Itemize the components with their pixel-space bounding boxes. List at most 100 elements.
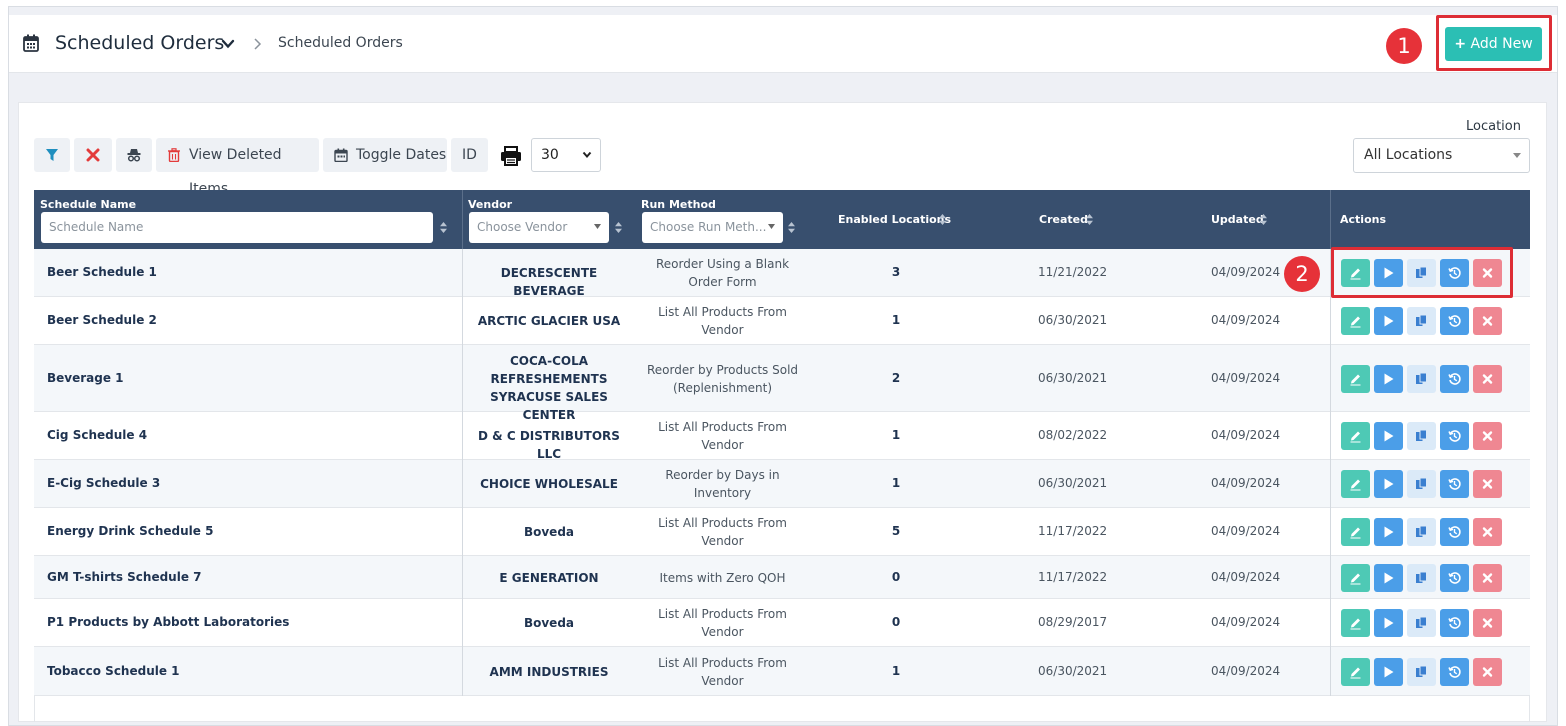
- clear-filter-icon: [86, 148, 100, 162]
- x-icon: [1482, 479, 1493, 489]
- delete-button[interactable]: [1473, 307, 1502, 335]
- history-button[interactable]: [1440, 307, 1469, 335]
- enabled-locations-cell[interactable]: 1: [891, 313, 901, 327]
- vendor-filter-select[interactable]: Choose Vendor: [469, 212, 609, 243]
- delete-button[interactable]: [1473, 422, 1502, 450]
- run-button[interactable]: [1374, 422, 1403, 450]
- copy-button[interactable]: [1407, 470, 1436, 498]
- edit-button[interactable]: [1341, 470, 1370, 498]
- copy-button[interactable]: [1407, 364, 1436, 393]
- copy-button[interactable]: [1407, 422, 1436, 450]
- per-page-select[interactable]: 30: [531, 138, 601, 172]
- vendor-cell: E GENERATION: [464, 569, 634, 587]
- run-button[interactable]: [1374, 259, 1403, 287]
- sort-icon[interactable]: [615, 222, 622, 233]
- run-button[interactable]: [1374, 518, 1403, 546]
- column-header-enabled-locations[interactable]: Enabled Locations: [838, 213, 952, 226]
- page-header: Scheduled Orders Scheduled Orders: [9, 15, 1557, 73]
- schedule-name-cell[interactable]: Energy Drink Schedule 5: [47, 524, 214, 538]
- schedule-name-cell[interactable]: P1 Products by Abbott Laboratories: [47, 615, 290, 629]
- enabled-locations-cell[interactable]: 1: [891, 663, 901, 678]
- schedule-name-cell[interactable]: Cig Schedule 4: [47, 428, 148, 442]
- edit-button[interactable]: [1341, 259, 1370, 287]
- history-button[interactable]: [1440, 422, 1469, 450]
- history-button[interactable]: [1440, 259, 1469, 287]
- run-button[interactable]: [1374, 307, 1403, 335]
- run-method-filter-select[interactable]: Choose Run Meth...: [642, 212, 783, 243]
- location-select[interactable]: All Locations: [1353, 138, 1530, 173]
- print-icon[interactable]: [500, 146, 522, 166]
- enabled-locations-cell[interactable]: 1: [891, 428, 901, 442]
- sort-icon[interactable]: [1086, 214, 1093, 225]
- run-method-cell: List All Products From Vendor: [640, 418, 805, 454]
- run-button[interactable]: [1374, 470, 1403, 498]
- edit-button[interactable]: [1341, 364, 1370, 393]
- run-method-line: Vendor: [701, 534, 744, 548]
- history-button[interactable]: [1440, 609, 1469, 637]
- copy-button[interactable]: [1407, 657, 1436, 686]
- delete-button[interactable]: [1473, 609, 1502, 637]
- delete-button[interactable]: [1473, 563, 1502, 592]
- copy-button[interactable]: [1407, 609, 1436, 637]
- history-button[interactable]: [1440, 364, 1469, 393]
- schedule-name-filter-input[interactable]: Schedule Name: [41, 212, 433, 243]
- history-icon: [1448, 478, 1461, 490]
- delete-button[interactable]: [1473, 364, 1502, 393]
- schedule-name-cell[interactable]: GM T-shirts Schedule 7: [47, 569, 202, 584]
- edit-button[interactable]: [1341, 657, 1370, 686]
- sort-icon[interactable]: [1260, 214, 1267, 225]
- sort-icon[interactable]: [440, 222, 447, 233]
- schedule-name-cell[interactable]: E-Cig Schedule 3: [47, 476, 161, 490]
- clear-filter-button[interactable]: [74, 138, 112, 172]
- edit-button[interactable]: [1341, 609, 1370, 637]
- run-button[interactable]: [1374, 657, 1403, 686]
- delete-button[interactable]: [1473, 657, 1502, 686]
- column-header-updated[interactable]: Updated: [1211, 213, 1264, 226]
- enabled-locations-cell[interactable]: 0: [891, 615, 901, 629]
- run-button[interactable]: [1374, 364, 1403, 393]
- page-title[interactable]: Scheduled Orders: [55, 32, 225, 54]
- breadcrumb: Scheduled Orders: [278, 35, 403, 51]
- schedule-name-cell[interactable]: Beer Schedule 1: [47, 265, 157, 279]
- column-header-created[interactable]: Created: [1039, 213, 1088, 226]
- copy-button[interactable]: [1407, 259, 1436, 287]
- copy-button[interactable]: [1407, 307, 1436, 335]
- vendor-line: CHOICE WHOLESALE: [480, 477, 618, 491]
- enabled-locations-cell[interactable]: 5: [891, 524, 901, 538]
- run-button[interactable]: [1374, 563, 1403, 592]
- edit-button[interactable]: [1341, 307, 1370, 335]
- edit-button[interactable]: [1341, 563, 1370, 592]
- id-button[interactable]: ID: [451, 138, 488, 172]
- delete-button[interactable]: [1473, 259, 1502, 287]
- history-button[interactable]: [1440, 563, 1469, 592]
- schedule-name-cell[interactable]: Beer Schedule 2: [47, 313, 157, 327]
- history-button[interactable]: [1440, 518, 1469, 546]
- edit-button[interactable]: [1341, 518, 1370, 546]
- run-method-line: Vendor: [701, 673, 744, 688]
- enabled-locations-cell[interactable]: 3: [891, 265, 901, 279]
- sort-icon[interactable]: [788, 222, 795, 233]
- copy-button[interactable]: [1407, 518, 1436, 546]
- edit-button[interactable]: [1341, 422, 1370, 450]
- add-new-button[interactable]: + Add New: [1445, 27, 1542, 61]
- delete-button[interactable]: [1473, 470, 1502, 498]
- run-button[interactable]: [1374, 609, 1403, 637]
- sort-icon[interactable]: [939, 214, 946, 225]
- view-deleted-button[interactable]: View Deleted Items: [156, 138, 319, 197]
- schedule-name-cell[interactable]: Tobacco Schedule 1: [47, 663, 180, 678]
- schedule-name-cell[interactable]: Beverage 1: [47, 370, 124, 385]
- chevron-down-icon[interactable]: [221, 39, 235, 49]
- enabled-locations-cell[interactable]: 1: [891, 476, 901, 490]
- copy-button[interactable]: [1407, 563, 1436, 592]
- filter-button[interactable]: [34, 138, 70, 172]
- toggle-dates-button[interactable]: Toggle Dates: [323, 138, 447, 172]
- pencil-icon: [1350, 479, 1361, 491]
- vendor-line: REFRESHEMENTS: [490, 371, 608, 386]
- history-button[interactable]: [1440, 657, 1469, 686]
- enabled-locations-cell[interactable]: 0: [891, 569, 901, 584]
- incognito-button[interactable]: [116, 138, 152, 172]
- calendar-icon: [334, 148, 348, 162]
- history-button[interactable]: [1440, 470, 1469, 498]
- enabled-locations-cell[interactable]: 2: [891, 370, 901, 385]
- delete-button[interactable]: [1473, 518, 1502, 546]
